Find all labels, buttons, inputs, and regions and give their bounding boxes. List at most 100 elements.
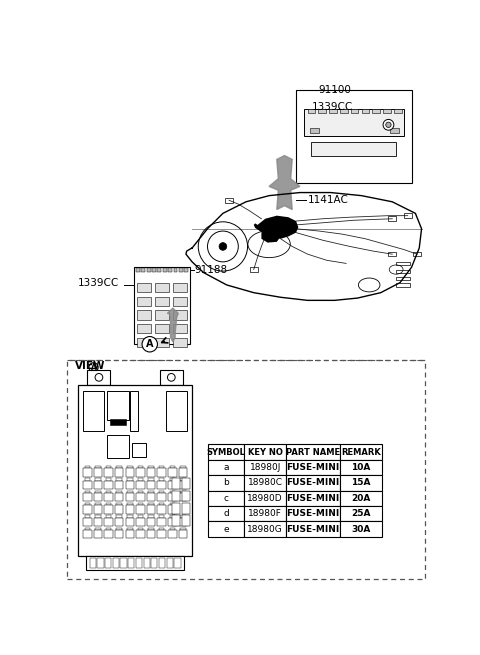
Bar: [117, 491, 122, 493]
Bar: [138, 503, 143, 505]
Bar: [127, 503, 132, 505]
Bar: [148, 527, 154, 530]
Bar: [396, 277, 410, 280]
Bar: [167, 557, 173, 569]
Bar: [155, 283, 169, 292]
Bar: [120, 557, 127, 569]
Bar: [126, 517, 134, 526]
Circle shape: [142, 337, 157, 352]
Bar: [148, 466, 154, 468]
Text: a: a: [223, 463, 229, 472]
Bar: [95, 466, 101, 468]
Bar: [115, 481, 123, 489]
Bar: [182, 515, 190, 526]
Text: REMARK: REMARK: [341, 447, 381, 457]
Text: 18980C: 18980C: [248, 478, 283, 487]
Bar: [83, 493, 92, 501]
Bar: [172, 515, 180, 526]
Bar: [83, 481, 92, 489]
Bar: [286, 475, 340, 491]
Bar: [180, 491, 186, 493]
Circle shape: [383, 119, 394, 130]
Bar: [115, 468, 123, 477]
Bar: [172, 503, 180, 514]
Bar: [134, 267, 190, 345]
Bar: [148, 503, 154, 505]
Bar: [148, 491, 154, 493]
Circle shape: [219, 242, 227, 250]
Bar: [127, 478, 132, 481]
Bar: [169, 478, 175, 481]
Text: KEY NO: KEY NO: [248, 447, 283, 457]
Bar: [137, 324, 151, 333]
Text: FUSE-MINI: FUSE-MINI: [287, 509, 340, 518]
Bar: [147, 268, 151, 272]
Bar: [84, 478, 90, 481]
Bar: [115, 493, 123, 501]
Bar: [244, 444, 286, 460]
Bar: [117, 527, 122, 530]
Bar: [84, 527, 90, 530]
Bar: [168, 268, 172, 272]
Bar: [383, 109, 391, 113]
Bar: [152, 268, 156, 272]
Bar: [138, 466, 143, 468]
Text: 15A: 15A: [351, 478, 371, 487]
Bar: [340, 506, 382, 521]
Bar: [396, 284, 410, 286]
Bar: [110, 419, 126, 425]
Bar: [104, 530, 113, 538]
Bar: [147, 517, 156, 526]
Bar: [394, 109, 402, 113]
Bar: [104, 493, 113, 501]
Bar: [136, 505, 144, 514]
Bar: [250, 267, 258, 272]
Bar: [207, 444, 244, 460]
Circle shape: [89, 363, 98, 372]
Bar: [180, 515, 186, 517]
Bar: [132, 443, 146, 457]
Bar: [396, 270, 410, 272]
Bar: [207, 460, 244, 475]
Bar: [136, 481, 144, 489]
Text: e: e: [223, 525, 229, 534]
Bar: [104, 481, 113, 489]
Bar: [413, 252, 421, 257]
Bar: [390, 128, 399, 132]
Bar: [388, 216, 396, 221]
Bar: [180, 478, 186, 481]
Bar: [163, 268, 167, 272]
Bar: [172, 478, 180, 489]
Bar: [244, 506, 286, 521]
Text: FUSE-MINI: FUSE-MINI: [287, 525, 340, 534]
Bar: [340, 460, 382, 475]
Bar: [179, 493, 187, 501]
Bar: [95, 491, 101, 493]
Bar: [84, 491, 90, 493]
Bar: [179, 530, 187, 538]
Bar: [94, 505, 102, 514]
Bar: [138, 515, 143, 517]
Text: 18980D: 18980D: [247, 494, 283, 503]
Bar: [147, 481, 156, 489]
Bar: [168, 468, 177, 477]
Bar: [173, 324, 187, 333]
Bar: [159, 527, 164, 530]
Text: VIEW: VIEW: [75, 361, 106, 371]
Polygon shape: [168, 308, 178, 342]
Bar: [160, 369, 183, 385]
Bar: [83, 530, 92, 538]
Bar: [94, 517, 102, 526]
Bar: [94, 493, 102, 501]
Bar: [127, 527, 132, 530]
Bar: [136, 493, 144, 501]
Bar: [180, 527, 186, 530]
Bar: [115, 517, 123, 526]
Text: d: d: [223, 509, 229, 518]
Bar: [286, 506, 340, 521]
Bar: [244, 521, 286, 536]
Bar: [179, 517, 187, 526]
Text: SYMBOL: SYMBOL: [206, 447, 245, 457]
Bar: [168, 493, 177, 501]
Text: 1339CC: 1339CC: [312, 102, 353, 112]
